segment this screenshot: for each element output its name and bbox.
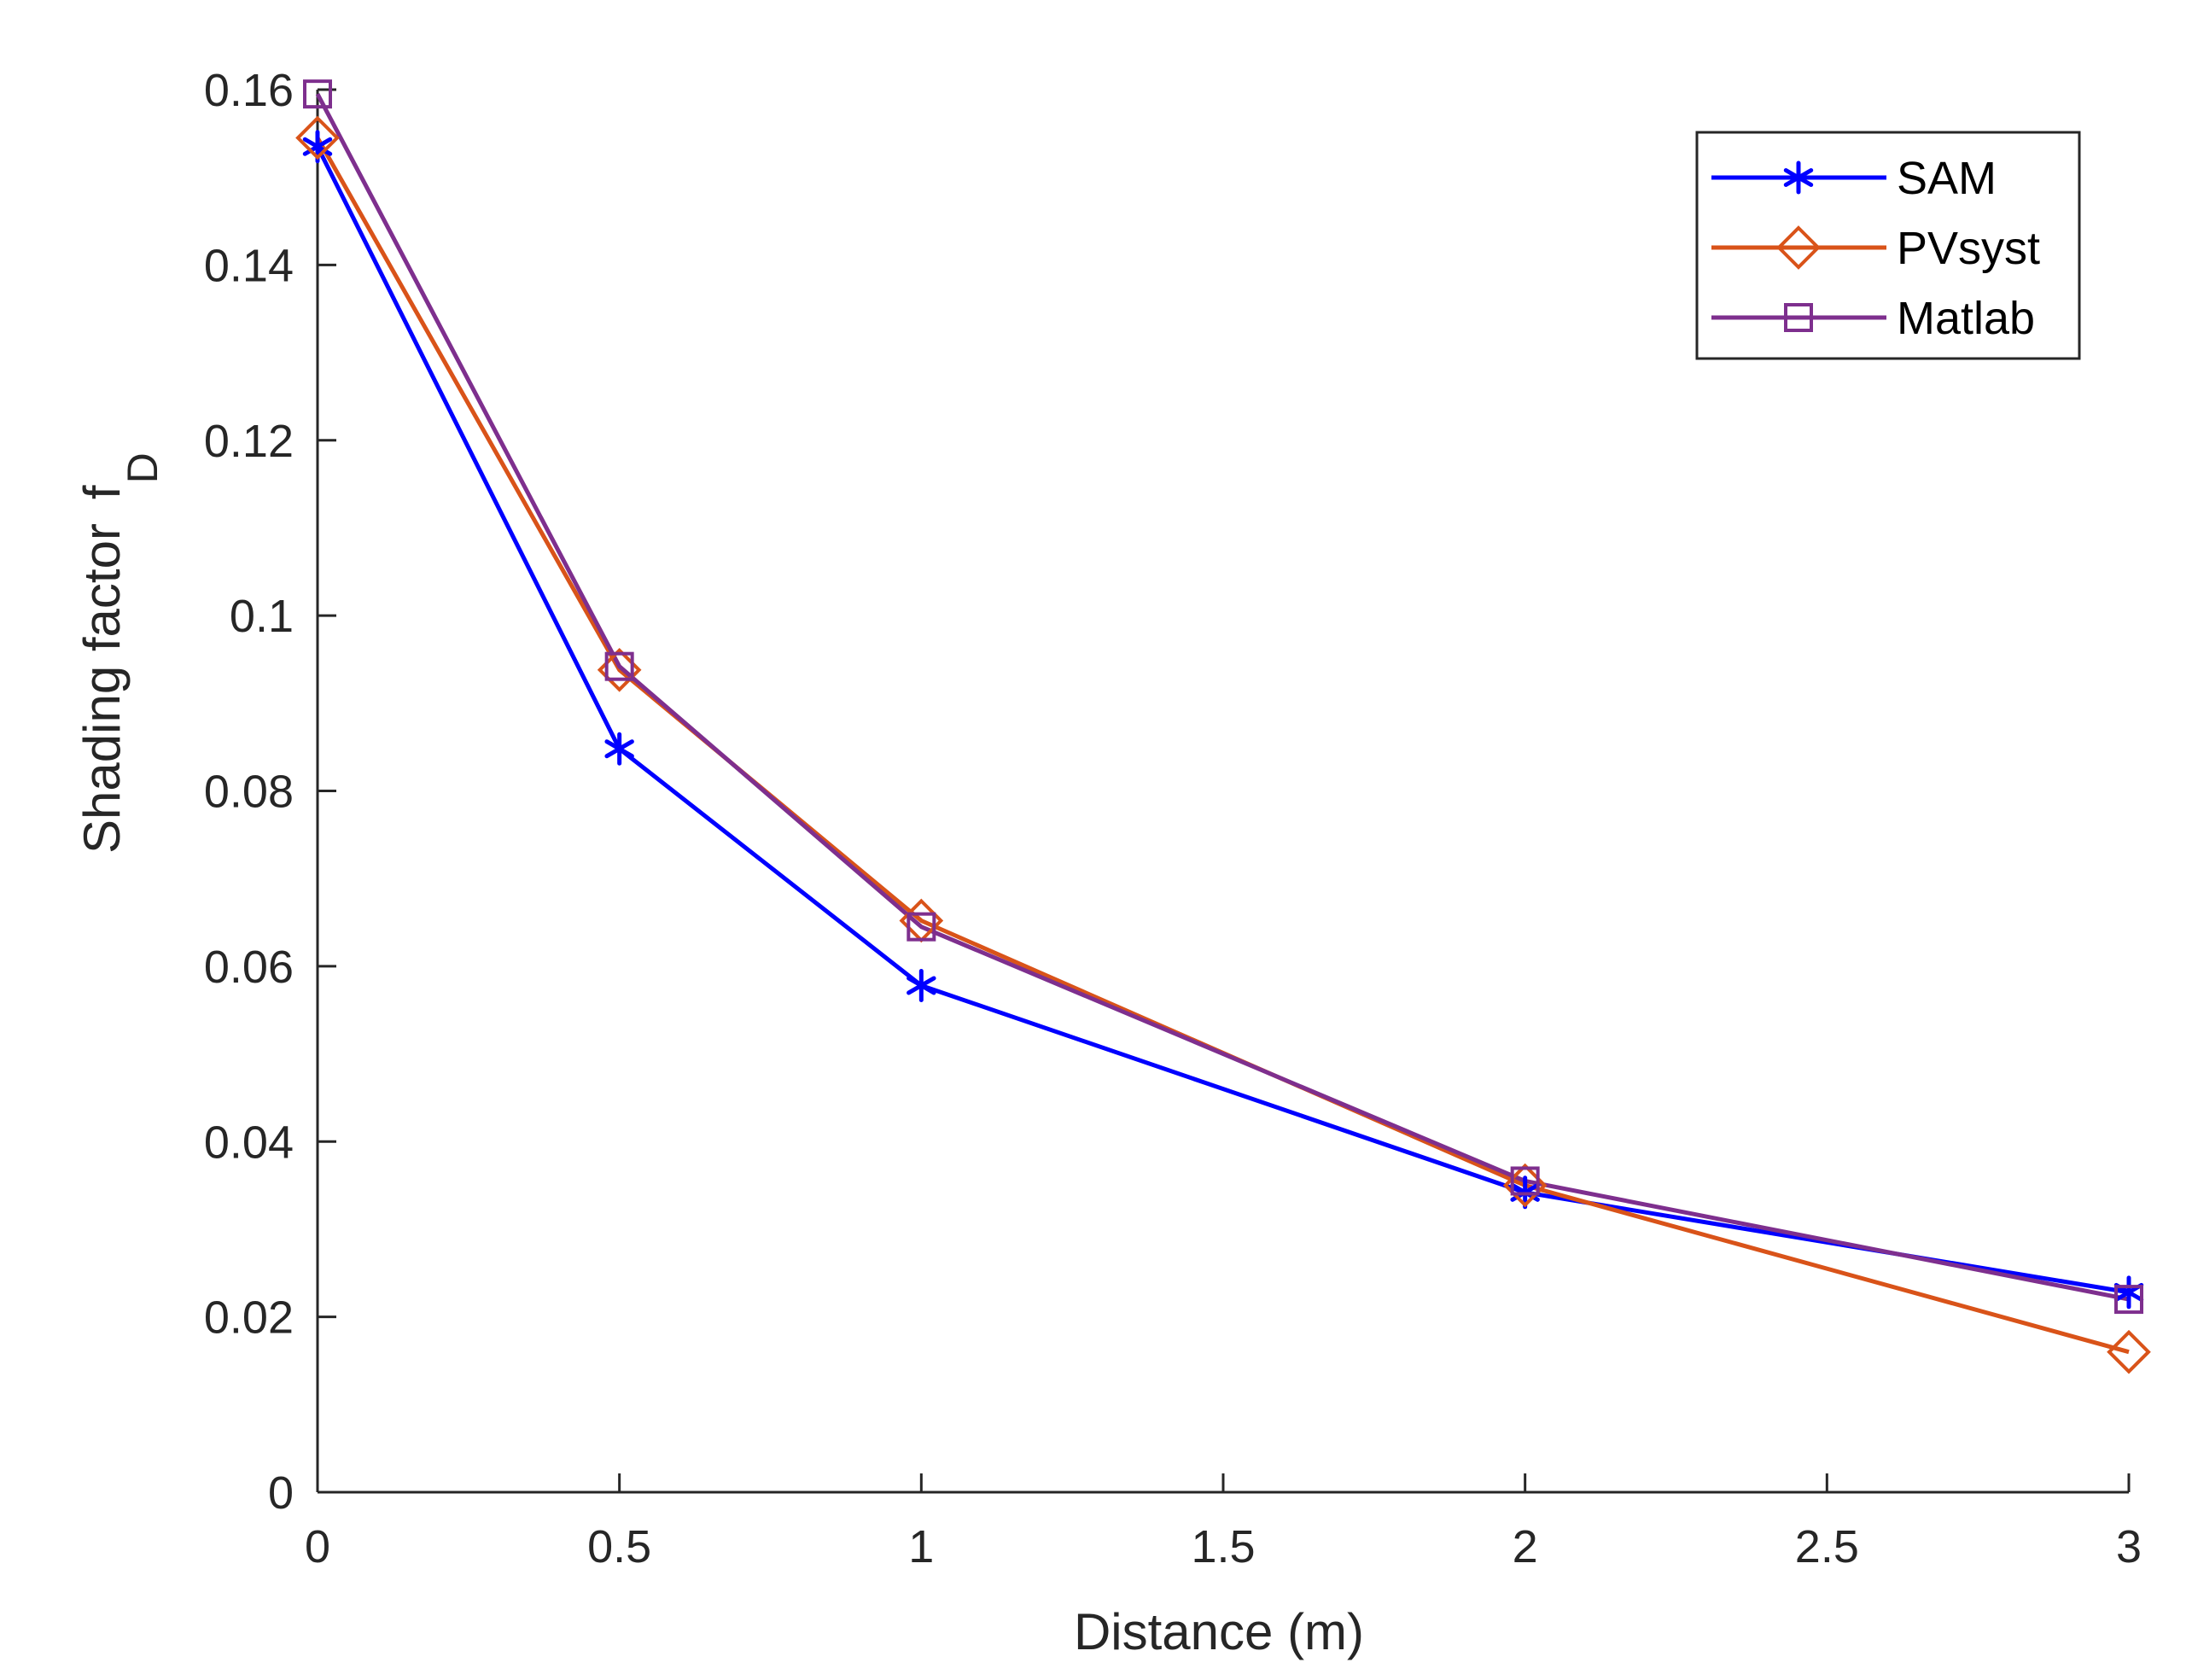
series-line-pvsyst — [315, 137, 2130, 1355]
data-point-matlab — [907, 912, 936, 942]
ticks: 0 0.5 1 1.5 2 2.5 3 0 0.02 0.04 0.06 0.08 0.1 0.12 0.1… — [204, 65, 2142, 1572]
legend-label-matlab: Matlab — [1897, 293, 2035, 344]
y-axis-title-text: Shading factor — [73, 523, 131, 854]
legend: SAM PVsyst Matlab — [1695, 131, 2081, 360]
legend-items: SAM PVsyst Matlab — [1711, 153, 2040, 344]
y-tick-label: 0.08 — [204, 767, 294, 818]
legend-label-pvsyst: PVsyst — [1897, 223, 2040, 274]
x-tick-label: 0.5 — [587, 1521, 651, 1572]
y-axis-title: Shading factor fD — [73, 452, 166, 854]
y-tick-label: 0.12 — [204, 416, 294, 467]
legend-label-sam: SAM — [1897, 153, 1997, 204]
x-tick-label: 3 — [2116, 1521, 2142, 1572]
y-tick-label: 0.14 — [204, 240, 294, 291]
y-tick-label: 0.02 — [204, 1292, 294, 1344]
legend-marker-pvsyst — [1776, 225, 1821, 270]
y-axis-title-subscript: D — [119, 452, 166, 483]
data-point-matlab — [2114, 1285, 2143, 1315]
data-point-matlab — [1510, 1166, 1540, 1196]
legend-marker-sam — [1783, 160, 1814, 195]
x-tick-label: 2.5 — [1795, 1521, 1859, 1572]
data-point-sam — [907, 968, 936, 1002]
x-tick-label: 1 — [908, 1521, 934, 1572]
data-point-pvsyst — [2107, 1329, 2151, 1374]
x-tick-label: 2 — [1513, 1521, 1538, 1572]
series-line-matlab — [315, 92, 2130, 1302]
y-tick-label: 0.06 — [204, 942, 294, 993]
legend-marker-matlab — [1784, 303, 1813, 332]
y-tick-label: 0.16 — [204, 65, 294, 116]
y-axis-title-symbol: f — [73, 485, 131, 499]
x-axis-title: Distance (m) — [1074, 1603, 1364, 1660]
data-point-matlab — [604, 651, 634, 681]
y-tick-label: 0.04 — [204, 1117, 294, 1168]
data-point-matlab — [303, 79, 332, 109]
y-tick-label: 0.1 — [230, 591, 294, 642]
data-point-sam — [604, 732, 634, 766]
series-markers — [295, 79, 2151, 1374]
x-tick-label: 0 — [305, 1521, 330, 1572]
data-point-pvsyst — [295, 115, 340, 160]
x-tick-label: 1.5 — [1191, 1521, 1255, 1572]
y-tick-label: 0 — [268, 1467, 294, 1519]
